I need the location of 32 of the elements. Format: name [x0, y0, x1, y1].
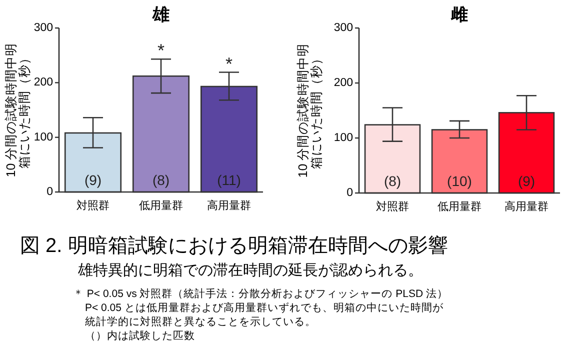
y-axis-title: 10 分間の試験時間中明箱にいた時間（秒）: [4, 42, 32, 178]
y-tick-label: 100: [334, 132, 353, 144]
text: ＊ P< 0.05 vs 対照群（統計手法：分散分析およびフィッシャーの PLSD 法）: [73, 287, 448, 300]
annotation: (9): [518, 173, 536, 189]
y-tick-label: 0: [346, 187, 353, 199]
y-tick-label: 300: [334, 22, 353, 34]
annotation: (8): [384, 173, 402, 189]
chart-title: 雄: [152, 5, 170, 24]
y-axis-title: 10 分間の試験時間中明箱にいた時間（秒）: [296, 43, 324, 178]
text: 雄特異的に明箱での滞在時間の延長が認められる。: [77, 262, 423, 279]
annotation: (11): [217, 172, 241, 188]
x-tick-label: 低用量群: [438, 201, 482, 213]
y-tick-label: 300: [34, 22, 53, 34]
annotation: (9): [84, 172, 102, 188]
text: 統計学的に対照群と異なることを示している。: [85, 315, 316, 328]
y-tick-label: 0: [46, 186, 53, 198]
annotation: (8): [152, 172, 170, 188]
annotation: *: [225, 54, 233, 74]
y-tick-label: 200: [34, 76, 53, 89]
x-tick-label: 高用量群: [207, 199, 251, 212]
text: P< 0.05 とは低用量群および高用量群いずれでも、明箱の中にいた時間が: [85, 301, 444, 314]
text: （）内は試験した匹数: [85, 329, 195, 342]
x-tick-label: 対照群: [76, 199, 110, 212]
x-tick-label: 高用量群: [504, 200, 548, 213]
x-tick-label: 対照群: [376, 200, 409, 213]
x-tick-label: 低用量群: [139, 200, 183, 212]
annotation: (10): [447, 173, 472, 189]
y-tick-label: 100: [34, 131, 53, 144]
text: 図 2. 明暗箱試験における明箱滞在時間への影響: [20, 235, 448, 257]
chart-title: 雌: [450, 5, 468, 24]
y-tick-label: 200: [334, 77, 353, 89]
annotation: *: [157, 40, 165, 61]
